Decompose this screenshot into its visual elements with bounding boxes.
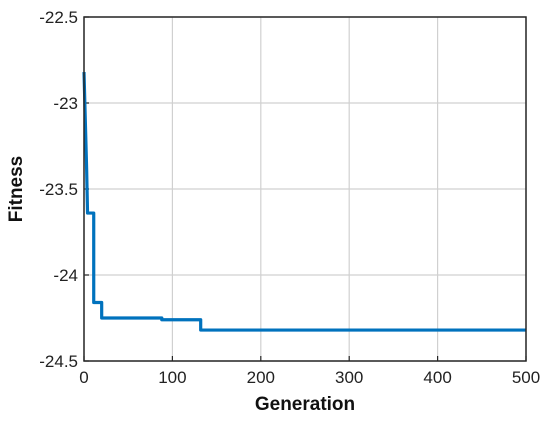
x-tick-label: 400 — [423, 368, 451, 387]
y-tick-label: -22.5 — [39, 8, 78, 27]
x-tick-label: 0 — [79, 368, 88, 387]
x-axis-title: Generation — [255, 394, 355, 415]
plot-frame — [83, 16, 527, 362]
y-tick-label: -24 — [53, 266, 78, 285]
y-axis-title: Fitness — [6, 156, 27, 223]
y-tick-label: -23 — [53, 94, 78, 113]
y-tick-label: -23.5 — [39, 180, 78, 199]
x-tick-label: 300 — [335, 368, 363, 387]
x-tick-label: 200 — [247, 368, 275, 387]
y-tick-label: -24.5 — [39, 352, 78, 371]
x-tick-label: 500 — [512, 368, 540, 387]
x-tick-label: 100 — [158, 368, 186, 387]
line — [82, 71, 526, 332]
